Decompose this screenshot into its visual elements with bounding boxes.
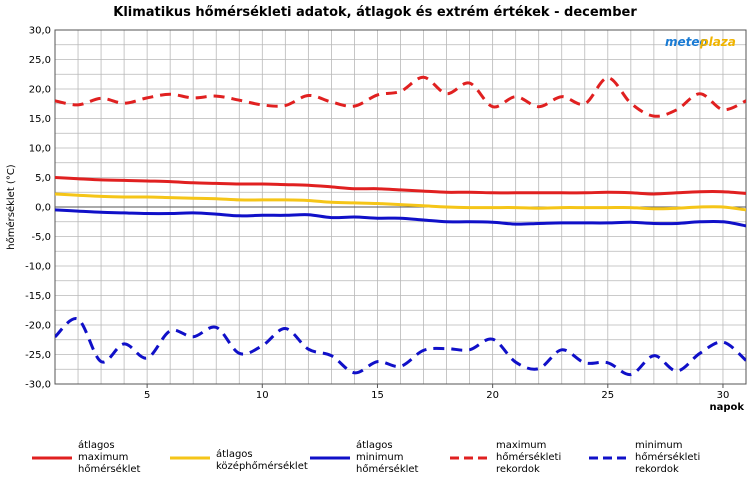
y-tick-label: 5,0 — [35, 173, 51, 184]
legend-label: átlagos — [78, 439, 115, 451]
series-line-3 — [55, 208, 746, 228]
legend-label: átlagos — [356, 439, 393, 451]
x-tick-label: 10 — [256, 390, 269, 401]
y-tick-label: -10,0 — [25, 262, 51, 273]
y-axis-label: hőmérséklet (°C) — [5, 164, 17, 250]
legend-label: hőmérséklet — [78, 463, 141, 475]
legend: átlagosmaximumhőmérsékletátlagosközéphőm… — [32, 439, 700, 475]
legend-label: maximum — [496, 440, 546, 451]
legend-label: hőmérséklet — [356, 463, 419, 475]
legend-label: rekordok — [496, 464, 540, 475]
x-tick-label: 15 — [371, 390, 384, 401]
legend-label: rekordok — [635, 464, 679, 475]
x-axis-label: napok — [709, 402, 744, 413]
series-line-2 — [55, 192, 746, 212]
logo-text-right: plaza — [699, 35, 736, 49]
legend-label: minimum — [635, 440, 682, 451]
x-tick-label: 20 — [486, 390, 499, 401]
legend-label: minimum — [356, 452, 403, 463]
y-tick-label: -20,0 — [25, 321, 51, 332]
chart-title: Klimatikus hőmérsékleti adatok, átlagok … — [113, 5, 637, 20]
plot-area-border — [54, 29, 747, 385]
y-tick-label: 0,0 — [35, 203, 51, 214]
legend-label: átlagos — [216, 448, 253, 460]
logo-text-left: meteo — [665, 35, 708, 49]
series-line-1 — [55, 176, 746, 196]
series-line-4 — [55, 75, 746, 118]
x-tick-label: 5 — [144, 390, 150, 401]
y-tick-label: -30,0 — [25, 380, 51, 391]
legend-label: hőmérsékleti — [635, 451, 700, 463]
y-tick-label: -5,0 — [31, 232, 51, 243]
x-tick-label: 30 — [717, 390, 730, 401]
y-tick-label: -25,0 — [25, 350, 51, 361]
y-tick-label: 20,0 — [29, 85, 51, 96]
meteoplaza-logo: meteo plaza — [665, 35, 736, 49]
y-tick-label: -15,0 — [25, 291, 51, 302]
series-line-5 — [55, 317, 746, 377]
y-tick-label: 15,0 — [29, 114, 51, 125]
y-axis-ticks: 30,0 25,0 20,0 15,0 10,0 5,0 0,0 -5,0 -10,0 -15,0… — [25, 26, 51, 391]
legend-label: középhőmérséklet — [216, 460, 308, 472]
y-tick-label: 30,0 — [29, 26, 51, 37]
y-tick-label: 25,0 — [29, 55, 51, 66]
legend-label: hőmérsékleti — [496, 451, 561, 463]
y-tick-label: 10,0 — [29, 144, 51, 155]
x-axis-ticks: 5 10 15 20 25 30 — [144, 384, 729, 401]
legend-label: maximum — [78, 452, 128, 463]
x-tick-label: 25 — [601, 390, 614, 401]
series-group — [55, 75, 746, 377]
